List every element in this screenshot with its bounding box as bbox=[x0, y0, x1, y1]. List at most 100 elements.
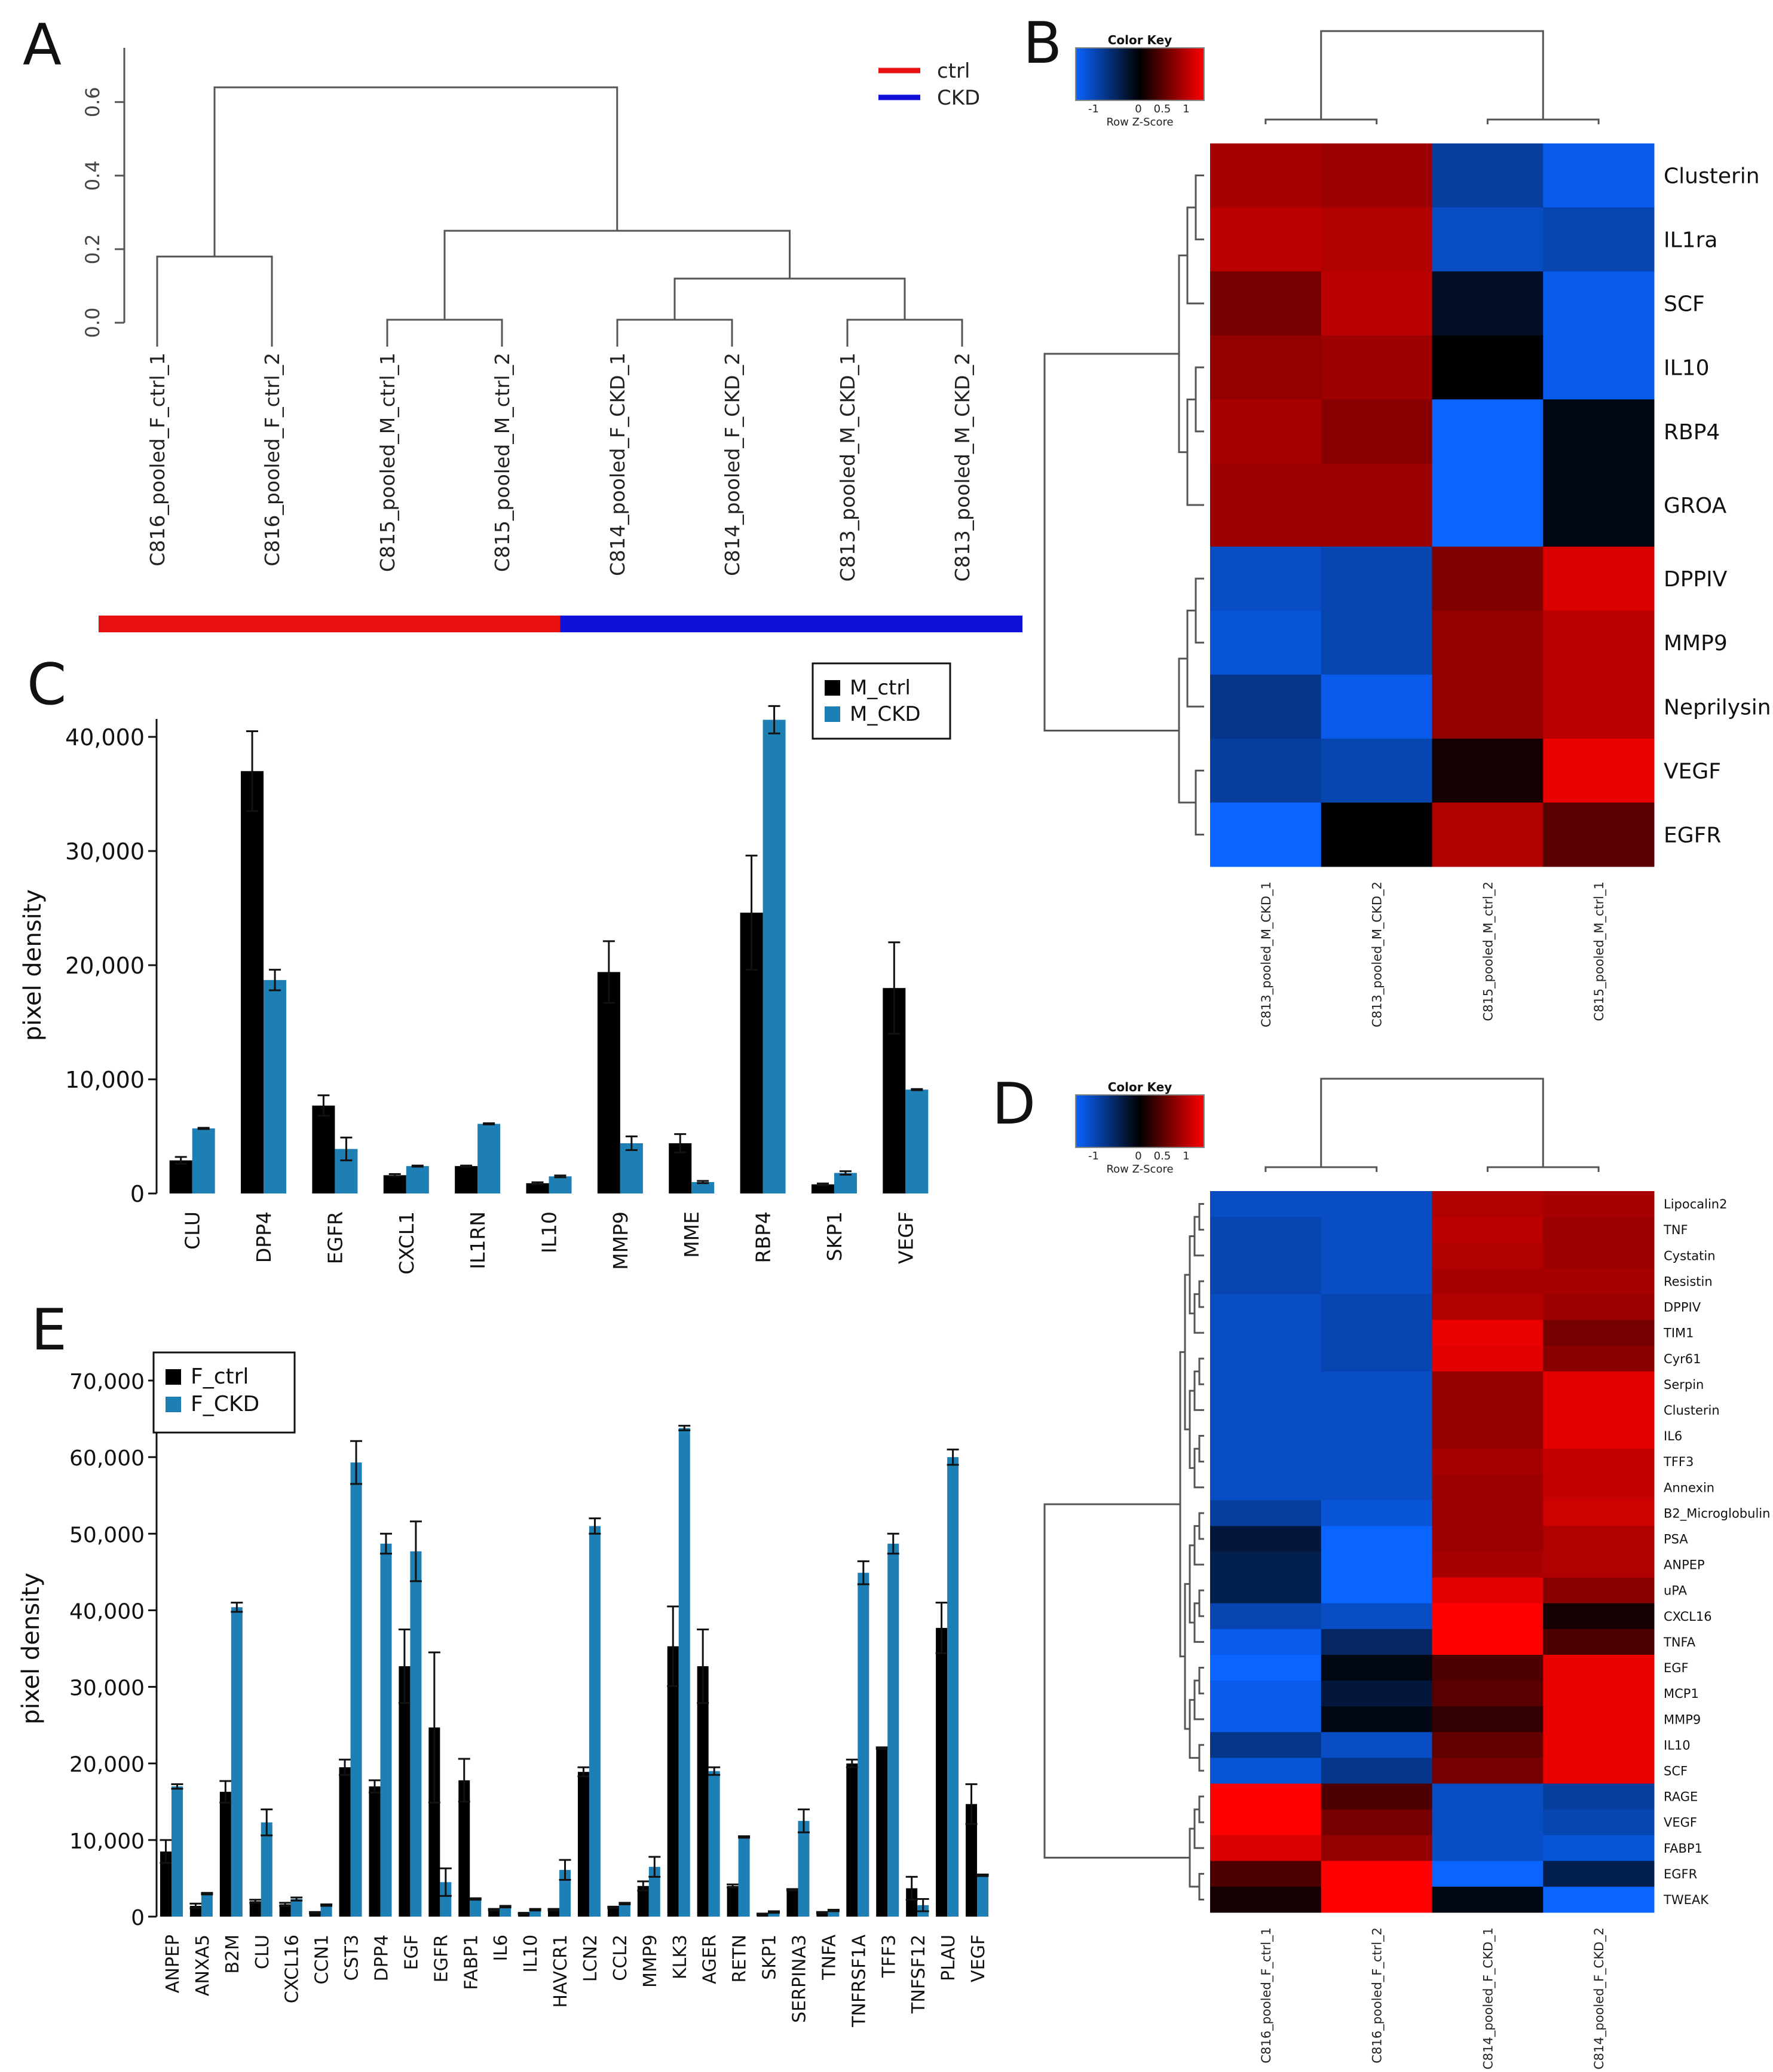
heatmap-col-dendro-link bbox=[1320, 1078, 1544, 1167]
heatmap-cell bbox=[1543, 1783, 1655, 1810]
bar-F_CKD bbox=[470, 1899, 482, 1917]
a-leaf-label: C815_pooled_M_ctrl_1 bbox=[376, 353, 399, 572]
bar-category-label: AGER bbox=[700, 1935, 721, 1984]
heatmap-col-dendro-link bbox=[1486, 118, 1600, 124]
bar-category-label: LCN2 bbox=[580, 1935, 601, 1982]
heatmap-cell bbox=[1432, 1500, 1544, 1526]
bar-category-label: IL10 bbox=[538, 1211, 561, 1253]
heatmap-cell bbox=[1210, 1654, 1322, 1681]
heatmap-row-label: DPPIV bbox=[1664, 567, 1728, 592]
heatmap-cell bbox=[1210, 738, 1322, 803]
heatmap-row-label: Serpin bbox=[1664, 1378, 1704, 1392]
heatmap-cell bbox=[1543, 1345, 1655, 1372]
heatmap-col-label: C813_pooled_M_CKD_2 bbox=[1370, 882, 1385, 1027]
heatmap-cell bbox=[1432, 1268, 1544, 1294]
heatmap-row-label: TNFA bbox=[1663, 1635, 1696, 1649]
heatmap-cell bbox=[1321, 1860, 1432, 1887]
panel-label-a: A bbox=[23, 13, 62, 78]
color-key-subtitle: Row Z-Score bbox=[1106, 1163, 1173, 1176]
heatmap-cell bbox=[1543, 1886, 1655, 1913]
heatmap-row-label: DPPIV bbox=[1664, 1300, 1701, 1315]
a-group-bar-segment bbox=[560, 616, 676, 632]
bar-M_ctrl bbox=[526, 1183, 549, 1193]
heatmap-row-label: EGFR bbox=[1664, 823, 1721, 847]
a-legend-label-ctrl: ctrl bbox=[937, 59, 970, 83]
bar-F_ctrl bbox=[846, 1763, 858, 1917]
heatmap-row-dendro-link bbox=[1198, 1203, 1204, 1231]
color-key-tick: 0.5 bbox=[1154, 103, 1171, 115]
a-group-bar-segment bbox=[214, 616, 330, 632]
heatmap-row-label: Cyr61 bbox=[1664, 1352, 1701, 1366]
heatmap-cell bbox=[1321, 1629, 1432, 1655]
heatmap-cell bbox=[1432, 1758, 1544, 1784]
bar-F_ctrl bbox=[816, 1912, 828, 1917]
heatmap-cell bbox=[1321, 1551, 1432, 1578]
heatmap-cell bbox=[1432, 143, 1544, 208]
bar-category-label: CXCL1 bbox=[395, 1211, 418, 1275]
bar-M_CKD bbox=[264, 980, 287, 1193]
heatmap-cell bbox=[1432, 1706, 1544, 1733]
heatmap-cell bbox=[1210, 1732, 1322, 1758]
heatmap-row-label: PSA bbox=[1664, 1532, 1688, 1547]
heatmap-row-label: Neprilysin bbox=[1664, 695, 1771, 720]
bar-category-label: EGFR bbox=[431, 1935, 452, 1982]
heatmap-row-label: MCP1 bbox=[1664, 1687, 1699, 1701]
bar-F_ctrl bbox=[160, 1851, 172, 1917]
heatmap-cell bbox=[1210, 1217, 1322, 1243]
heatmap-cell bbox=[1321, 1654, 1432, 1681]
bar-y-tick-label: 30,000 bbox=[65, 838, 145, 865]
heatmap-row-dendro-link bbox=[1195, 366, 1204, 433]
bar-category-label: TFF3 bbox=[878, 1935, 899, 1978]
bar-category-label: CCL2 bbox=[610, 1935, 631, 1981]
a-y-tick-label: 0.0 bbox=[81, 308, 104, 338]
heatmap-row-label: MMP9 bbox=[1664, 1712, 1701, 1727]
bar-F_ctrl bbox=[727, 1886, 739, 1917]
heatmap-row-dendro-link bbox=[1195, 577, 1204, 644]
heatmap-cell bbox=[1543, 1603, 1655, 1630]
a-group-bar-segment bbox=[906, 616, 1022, 632]
a-group-bar-segment bbox=[329, 616, 446, 632]
heatmap-cell bbox=[1432, 738, 1544, 803]
bar-y-tick-label: 20,000 bbox=[69, 1753, 145, 1777]
bar-M_CKD bbox=[477, 1124, 501, 1193]
heatmap-row-label: RBP4 bbox=[1664, 420, 1720, 445]
bar-M_CKD bbox=[406, 1166, 429, 1193]
bar-category-label: CST3 bbox=[342, 1935, 363, 1981]
heatmap-cell bbox=[1321, 674, 1432, 739]
heatmap-cell bbox=[1210, 1449, 1322, 1475]
heatmap-cell bbox=[1432, 1654, 1544, 1681]
heatmap-cell bbox=[1210, 674, 1322, 739]
bar-M_CKD bbox=[691, 1182, 715, 1193]
heatmap-cell bbox=[1321, 143, 1432, 208]
bar-category-label: KLK3 bbox=[670, 1935, 691, 1979]
bar-category-label: MME bbox=[680, 1211, 703, 1258]
heatmap-row-label: Clusterin bbox=[1664, 1403, 1720, 1418]
heatmap-cell bbox=[1210, 143, 1322, 208]
heatmap-cell bbox=[1543, 1422, 1655, 1449]
bar-F_ctrl bbox=[488, 1909, 500, 1917]
heatmap-cell bbox=[1321, 1783, 1432, 1810]
bar-category-label: CXCL16 bbox=[282, 1935, 303, 2003]
bar-category-label: SKP1 bbox=[760, 1935, 780, 1980]
bar-F_ctrl bbox=[279, 1904, 291, 1917]
bar-category-label: EGFR bbox=[323, 1211, 347, 1264]
heatmap-cell bbox=[1321, 1449, 1432, 1475]
heatmap-cell bbox=[1210, 1629, 1322, 1655]
panel-label-b: B bbox=[1023, 11, 1062, 76]
bar-category-label: IL1RN bbox=[466, 1211, 489, 1269]
heatmap-row-label: TIM1 bbox=[1663, 1326, 1694, 1340]
bar-F_ctrl bbox=[548, 1909, 560, 1917]
heatmap-cell bbox=[1432, 1886, 1544, 1913]
bar-category-label: PLAU bbox=[938, 1935, 959, 1981]
bar-M_ctrl bbox=[455, 1166, 478, 1193]
heatmap-cell bbox=[1210, 802, 1322, 867]
bar-y-tick-label: 10,000 bbox=[65, 1067, 145, 1093]
bar-M_CKD bbox=[620, 1143, 643, 1193]
bar-category-label: MMP9 bbox=[609, 1211, 632, 1270]
color-key-tick: 1 bbox=[1183, 103, 1189, 115]
heatmap-row-label: IL10 bbox=[1664, 1738, 1691, 1752]
heatmap-cell bbox=[1321, 1242, 1432, 1269]
heatmap-col-label: C814_pooled_F_CKD_2 bbox=[1592, 1927, 1607, 2070]
bar-category-label: CLU bbox=[181, 1211, 204, 1250]
